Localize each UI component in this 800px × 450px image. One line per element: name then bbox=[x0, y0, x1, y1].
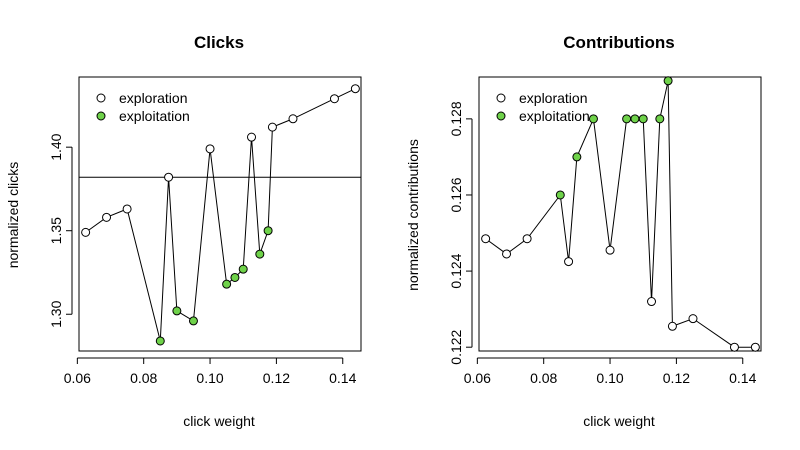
legend: exploration exploitation bbox=[496, 90, 590, 124]
x-tick-label: 0.06 bbox=[464, 370, 491, 386]
data-point-exploration bbox=[329, 94, 339, 104]
data-point-exploitation bbox=[222, 279, 232, 289]
legend-marker-exploration bbox=[96, 93, 106, 103]
data-point-exploitation bbox=[622, 114, 632, 124]
y-tick-label: 1.35 bbox=[48, 217, 64, 244]
data-point-exploration bbox=[729, 342, 739, 352]
data-point-exploitation bbox=[655, 114, 665, 124]
legend-label-exploitation: exploitation bbox=[119, 108, 190, 124]
y-tick-label: 0.126 bbox=[448, 177, 464, 212]
legend: exploration exploitation bbox=[96, 90, 190, 124]
data-point-exploitation bbox=[155, 336, 165, 346]
x-tick-label: 0.08 bbox=[530, 370, 557, 386]
data-point-exploitation bbox=[255, 249, 265, 259]
legend-marker-exploitation bbox=[496, 111, 506, 121]
data-point-exploration bbox=[667, 321, 677, 331]
data-point-exploitation bbox=[230, 272, 240, 282]
data-point-exploitation bbox=[188, 316, 198, 326]
data-point-exploration bbox=[564, 257, 574, 267]
x-axis-label: click weight bbox=[183, 413, 255, 429]
y-axis-label: normalized contributions bbox=[405, 139, 421, 291]
data-point-exploration bbox=[502, 249, 512, 259]
x-tick-label: 0.06 bbox=[64, 370, 91, 386]
y-tick-label: 1.30 bbox=[48, 300, 64, 327]
data-point-exploration bbox=[267, 122, 277, 132]
y-tick-label: 0.128 bbox=[448, 101, 464, 136]
legend-label-exploration: exploration bbox=[119, 90, 188, 106]
data-point-exploration bbox=[605, 245, 615, 255]
y-tick-label: 0.122 bbox=[448, 329, 464, 364]
data-point-exploration bbox=[205, 144, 215, 154]
data-point-exploration bbox=[247, 132, 257, 142]
x-tick-label: 0.08 bbox=[130, 370, 157, 386]
chart-title: Clicks bbox=[194, 33, 244, 52]
data-point-exploration bbox=[122, 204, 132, 214]
x-tick-label: 0.14 bbox=[329, 370, 356, 386]
y-tick-label: 0.124 bbox=[448, 253, 464, 288]
data-point-exploration bbox=[288, 114, 298, 124]
x-axis-label: click weight bbox=[583, 413, 655, 429]
x-tick-label: 0.10 bbox=[196, 370, 223, 386]
data-point-exploration bbox=[102, 212, 112, 222]
data-point-exploitation bbox=[638, 114, 648, 124]
data-point-exploration bbox=[481, 234, 491, 244]
data-point-exploitation bbox=[572, 152, 582, 162]
x-tick-label: 0.12 bbox=[663, 370, 690, 386]
data-point-exploration bbox=[647, 297, 657, 307]
legend-marker-exploitation bbox=[96, 111, 106, 121]
plot-frame bbox=[78, 76, 362, 352]
chart-title: Contributions bbox=[563, 33, 674, 52]
plot-frame bbox=[478, 76, 762, 352]
data-point-exploration bbox=[81, 227, 91, 237]
data-point-exploitation bbox=[663, 76, 673, 86]
data-point-exploitation bbox=[630, 114, 640, 124]
data-point-exploration bbox=[522, 234, 532, 244]
data-point-exploitation bbox=[172, 306, 182, 316]
data-point-exploration bbox=[164, 172, 174, 182]
legend-label-exploitation: exploitation bbox=[519, 108, 590, 124]
data-point-exploitation bbox=[588, 114, 598, 124]
data-point-exploration bbox=[750, 342, 760, 352]
legend-marker-exploration bbox=[496, 93, 506, 103]
y-axis-label: normalized clicks bbox=[5, 162, 21, 269]
clicks-panel: Clicks click weight normalized clicks 0.… bbox=[5, 33, 362, 429]
data-point-exploitation bbox=[263, 226, 273, 236]
data-point-exploitation bbox=[555, 190, 565, 200]
x-tick-label: 0.14 bbox=[729, 370, 756, 386]
y-tick-label: 1.40 bbox=[48, 133, 64, 160]
legend-label-exploration: exploration bbox=[519, 90, 588, 106]
series-line bbox=[85, 88, 356, 342]
data-point-exploitation bbox=[238, 264, 248, 274]
data-point-exploration bbox=[688, 314, 698, 324]
data-point-exploration bbox=[350, 84, 360, 94]
contributions-panel: Contributions click weight normalized co… bbox=[405, 33, 762, 429]
x-tick-label: 0.12 bbox=[263, 370, 290, 386]
x-tick-label: 0.10 bbox=[596, 370, 623, 386]
